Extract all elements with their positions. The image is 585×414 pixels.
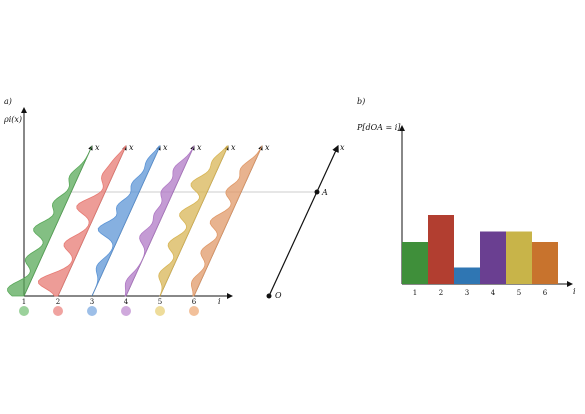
bar-tick-label-4: 4 <box>491 289 496 297</box>
panel-a-y-axis-label: ρi(x) <box>3 115 22 124</box>
panel-b: b) P[dOA = i] i 1 2 3 4 5 6 <box>356 97 576 297</box>
panel-b-y-axis-label: P[dOA = i] <box>356 123 401 132</box>
density-fill-2 <box>37 145 127 297</box>
density-curve-5: x <box>158 143 236 297</box>
tick-label-3: 3 <box>90 298 94 306</box>
ray-x-label: x <box>340 143 345 152</box>
panel-a: a) ρi(x) i x x x x x x 1 2 3 4 5 6 x O A <box>3 97 345 316</box>
point-o-label: O <box>275 291 282 300</box>
tick-labels: 1 2 3 4 5 6 <box>22 298 197 306</box>
bar-tick-label-5: 5 <box>517 289 521 297</box>
point-a-marker <box>314 189 320 195</box>
slant-axis-x-label-2: x <box>129 143 134 152</box>
color-dot-6 <box>189 306 199 316</box>
point-a-label: A <box>321 188 328 197</box>
ray-o-x <box>268 144 339 297</box>
point-o-marker <box>266 293 272 299</box>
density-fill-5 <box>158 145 229 297</box>
density-fill-4 <box>124 145 195 297</box>
density-curve-1: x <box>7 143 100 297</box>
bar-6 <box>532 242 558 284</box>
density-fill-6 <box>190 145 263 297</box>
bar-5 <box>506 231 532 284</box>
density-fill-1 <box>7 145 93 297</box>
bar-1 <box>402 242 428 284</box>
tick-label-6: 6 <box>192 298 197 306</box>
slant-axis-x-label-6: x <box>265 143 270 152</box>
color-dot-3 <box>87 306 97 316</box>
panel-b-label: b) <box>357 97 365 106</box>
tick-label-1: 1 <box>22 298 26 306</box>
density-curve-6: x <box>190 143 270 297</box>
bar-3 <box>454 267 480 284</box>
color-dot-4 <box>121 306 131 316</box>
color-dot-1 <box>19 306 29 316</box>
slant-axis-x-label-3: x <box>163 143 168 152</box>
color-dot-2 <box>53 306 63 316</box>
bar-4 <box>480 231 506 284</box>
density-curve-4: x <box>124 143 202 297</box>
slant-axis-x-label-1: x <box>95 143 100 152</box>
color-dot-5 <box>155 306 165 316</box>
tick-label-5: 5 <box>158 298 162 306</box>
bar-tick-label-6: 6 <box>543 289 548 297</box>
tick-label-2: 2 <box>56 298 60 306</box>
density-fill-3 <box>91 145 161 297</box>
bar-tick-label-1: 1 <box>413 289 417 297</box>
slant-axis-x-label-4: x <box>197 143 202 152</box>
panel-b-x-axis-label: i <box>573 287 576 296</box>
bar-tick-label-3: 3 <box>465 289 469 297</box>
tick-label-4: 4 <box>124 298 129 306</box>
slant-axis-x-label-5: x <box>231 143 236 152</box>
color-dots <box>19 306 199 316</box>
density-curve-2: x <box>37 143 134 297</box>
bar-2 <box>428 215 454 284</box>
bar-tick-label-2: 2 <box>439 289 443 297</box>
bars <box>402 215 558 284</box>
density-curve-3: x <box>91 143 168 297</box>
bar-ticks: 1 2 3 4 5 6 <box>413 289 548 297</box>
panel-a-x-axis-label: i <box>218 297 221 306</box>
panel-a-label: a) <box>4 97 12 106</box>
